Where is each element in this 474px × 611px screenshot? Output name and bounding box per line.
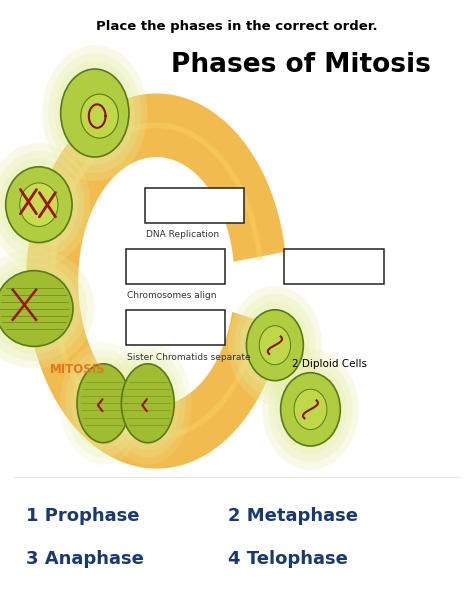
Ellipse shape — [0, 256, 87, 361]
Ellipse shape — [0, 143, 91, 266]
Ellipse shape — [121, 364, 174, 443]
Ellipse shape — [71, 356, 136, 450]
Text: 2 Diploid Cells: 2 Diploid Cells — [292, 359, 366, 368]
Text: Place the phases in the correct order.: Place the phases in the correct order. — [96, 20, 378, 32]
Text: Phases of Mitosis: Phases of Mitosis — [171, 52, 431, 78]
Ellipse shape — [0, 159, 78, 251]
Ellipse shape — [110, 349, 186, 458]
Ellipse shape — [6, 167, 72, 243]
Text: 1 Prophase: 1 Prophase — [26, 507, 139, 525]
Ellipse shape — [60, 342, 147, 465]
Ellipse shape — [281, 373, 340, 446]
Ellipse shape — [55, 61, 135, 165]
Polygon shape — [26, 93, 285, 469]
Ellipse shape — [65, 349, 141, 458]
Ellipse shape — [0, 151, 84, 258]
Text: Chromosomes align: Chromosomes align — [127, 291, 217, 301]
Ellipse shape — [294, 389, 327, 430]
Text: 4 Telophase: 4 Telophase — [228, 550, 347, 568]
Ellipse shape — [259, 326, 291, 365]
Ellipse shape — [246, 310, 303, 381]
Ellipse shape — [228, 286, 322, 404]
Ellipse shape — [234, 294, 316, 397]
Ellipse shape — [61, 69, 129, 157]
Ellipse shape — [274, 365, 346, 454]
Ellipse shape — [262, 349, 359, 470]
Ellipse shape — [77, 364, 130, 443]
Text: Sister Chromatids separate: Sister Chromatids separate — [127, 353, 251, 362]
Text: 2 Metaphase: 2 Metaphase — [228, 507, 357, 525]
Ellipse shape — [0, 271, 73, 346]
FancyBboxPatch shape — [126, 310, 225, 345]
Ellipse shape — [0, 263, 80, 354]
Text: MITOSIS: MITOSIS — [50, 363, 105, 376]
Ellipse shape — [95, 113, 100, 119]
Text: DNA Replication: DNA Replication — [146, 230, 219, 240]
Ellipse shape — [48, 53, 141, 173]
Ellipse shape — [81, 94, 118, 138]
FancyBboxPatch shape — [284, 249, 384, 284]
Ellipse shape — [20, 183, 58, 227]
Ellipse shape — [268, 357, 353, 462]
Text: 3 Anaphase: 3 Anaphase — [26, 550, 144, 568]
Ellipse shape — [104, 342, 191, 465]
Ellipse shape — [0, 249, 94, 368]
FancyBboxPatch shape — [145, 188, 244, 223]
FancyBboxPatch shape — [126, 249, 225, 284]
Ellipse shape — [240, 302, 310, 389]
Ellipse shape — [116, 356, 180, 450]
Ellipse shape — [42, 45, 147, 181]
